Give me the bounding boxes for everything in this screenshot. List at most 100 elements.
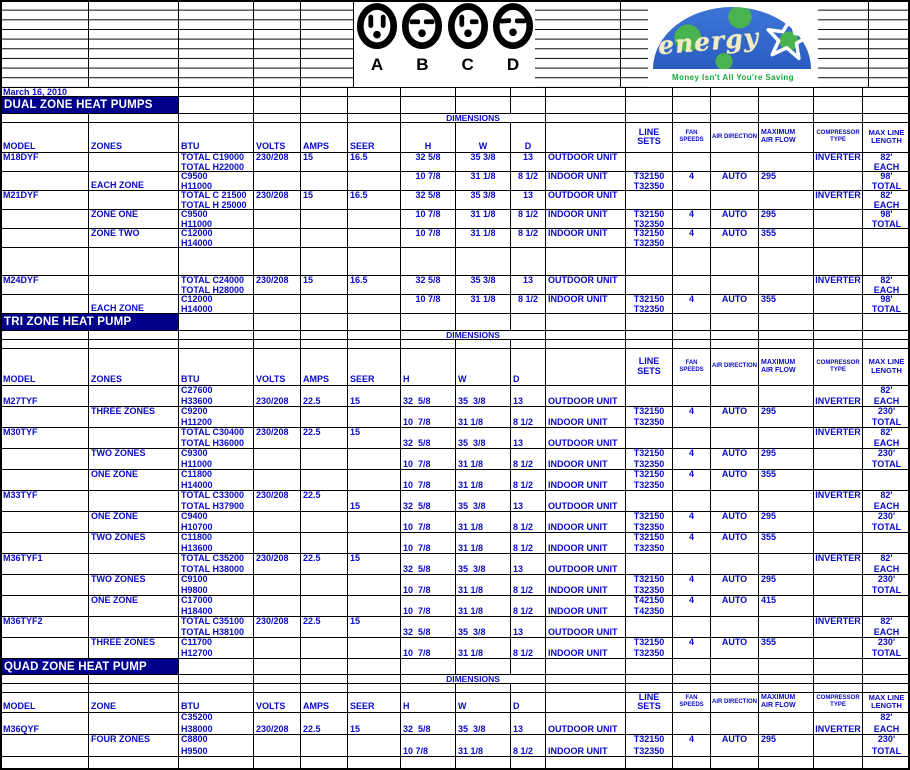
table-cell: 22.5 [301, 428, 348, 449]
table-cell: 15 [348, 554, 401, 575]
cell-text: 35 3/8 [458, 437, 486, 448]
table-cell [711, 248, 759, 276]
table-cell: 8 1/2 [511, 512, 546, 533]
cell-text: C9100 [181, 575, 208, 584]
cell-text: SETS [637, 136, 661, 146]
table-cell [711, 314, 759, 331]
table-cell [456, 88, 511, 97]
cell-text: TWO ZONES [91, 575, 146, 584]
table-cell: 13 [511, 191, 546, 210]
table-cell [759, 617, 814, 638]
cell-text: 31 1/8 [458, 647, 484, 658]
table-cell [301, 210, 348, 229]
table-cell: 16.5 [348, 191, 401, 210]
table-cell [301, 533, 348, 554]
cell-text: SPEEDS [679, 702, 704, 708]
cell-text: INDOOR UNIT [548, 584, 608, 595]
table-cell [759, 248, 814, 276]
cell-text: 32 5/8 [415, 153, 441, 162]
cell-text: 230/208 [256, 554, 289, 563]
cell-text: H14000 [181, 237, 213, 248]
cell-text: AUTO [721, 172, 748, 181]
table-cell [179, 314, 254, 331]
cell-text: 13 [522, 153, 533, 162]
table-cell: AUTO [711, 533, 759, 554]
cell-text: C9400 [181, 512, 208, 521]
table-cell [626, 617, 673, 638]
cell-text: AUTO [721, 407, 748, 416]
table-cell [711, 88, 759, 97]
table-cell: 35 3/8 [456, 617, 511, 638]
cell-text: INDOOR UNIT [548, 605, 608, 616]
dimensions-label: DIMENSIONS [401, 331, 546, 340]
table-cell [254, 210, 301, 229]
table-cell: 230' TOTAL [863, 575, 910, 596]
cell-text: H12700 [181, 647, 213, 658]
column-header: AIR DIRECTION [711, 349, 759, 386]
table-cell: 355 [759, 229, 814, 248]
column-header: MODEL [1, 693, 89, 713]
table-cell: T42150 T42350 [626, 596, 673, 617]
table-cell [814, 210, 863, 229]
table-cell [401, 248, 456, 276]
table-cell [179, 248, 254, 276]
cell-text: MAX LINE [868, 693, 905, 702]
table-cell [759, 386, 814, 407]
cell-text: 13 [522, 276, 533, 285]
column-header: SEER [348, 349, 401, 386]
cell-text: H11000 [181, 180, 213, 191]
cell-text: 4 [688, 295, 694, 304]
cell-text: M30TYF [3, 428, 38, 437]
cell-text: EACH [873, 563, 900, 574]
cell-text: M27TYF [3, 395, 38, 406]
cell-text: 31 1/8 [458, 521, 484, 532]
cell-text: 8 1/2 [513, 542, 534, 553]
table-cell: 230/208 [254, 191, 301, 210]
table-cell: 4 [673, 172, 711, 191]
table-cell [254, 314, 301, 331]
data-row: M24DYF TOTAL C24000 TOTAL H28000 230/208 15 1… [1, 276, 910, 295]
cell-text: 295 [761, 735, 777, 744]
cell-text: EACH [873, 437, 900, 448]
table-cell [863, 684, 910, 693]
cell-text: M36TYF1 [3, 554, 43, 563]
cell-text: ZONE TWO [91, 229, 140, 238]
table-cell [626, 386, 673, 407]
table-cell: OUTDOOR UNIT [546, 428, 626, 449]
table-cell [546, 659, 626, 675]
table-cell: 31 1/8 [456, 229, 511, 248]
table-cell [673, 248, 711, 276]
table-cell: INDOOR UNIT [546, 575, 626, 596]
table-cell [759, 88, 814, 97]
table-cell [456, 248, 511, 276]
cell-text: INDOOR UNIT [548, 416, 608, 427]
table-cell [814, 97, 863, 114]
table-cell [89, 114, 179, 123]
cell-text: 10 7/8 [415, 210, 441, 219]
section-bar-row: QUAD ZONE HEAT PUMP [1, 659, 910, 675]
table-cell [254, 533, 301, 554]
cell-text: 31 1/8 [458, 745, 484, 756]
table-cell: INDOOR UNIT [546, 407, 626, 428]
cell-text: 31 1/8 [470, 295, 496, 304]
cell-text: COMPRESSOR [816, 359, 860, 366]
column-header-row: MODEL ZONES BTU VOLTS AMPS SEER H W D LINE SETS FAN… [1, 123, 910, 153]
table-cell [673, 386, 711, 407]
cell-text: 31 1/8 [458, 605, 484, 616]
table-cell: 295 [759, 449, 814, 470]
table-cell: M33TYF [1, 491, 89, 512]
table-cell [348, 684, 401, 693]
table-cell [546, 114, 626, 123]
table-cell [89, 757, 179, 770]
table-cell: 295 [759, 210, 814, 229]
cell-text: INDOOR UNIT [548, 542, 608, 553]
cell-text: AMPS [303, 140, 330, 151]
cell-text: C9300 [181, 449, 208, 458]
cell-text: EACH [873, 723, 900, 734]
table-cell [89, 191, 179, 210]
table-cell [1, 172, 89, 191]
cell-text: OUTDOOR UNIT [548, 723, 618, 734]
cell-text: H9800 [181, 584, 208, 595]
cell-text: AUTO [721, 575, 748, 584]
column-header: SEER [348, 693, 401, 713]
